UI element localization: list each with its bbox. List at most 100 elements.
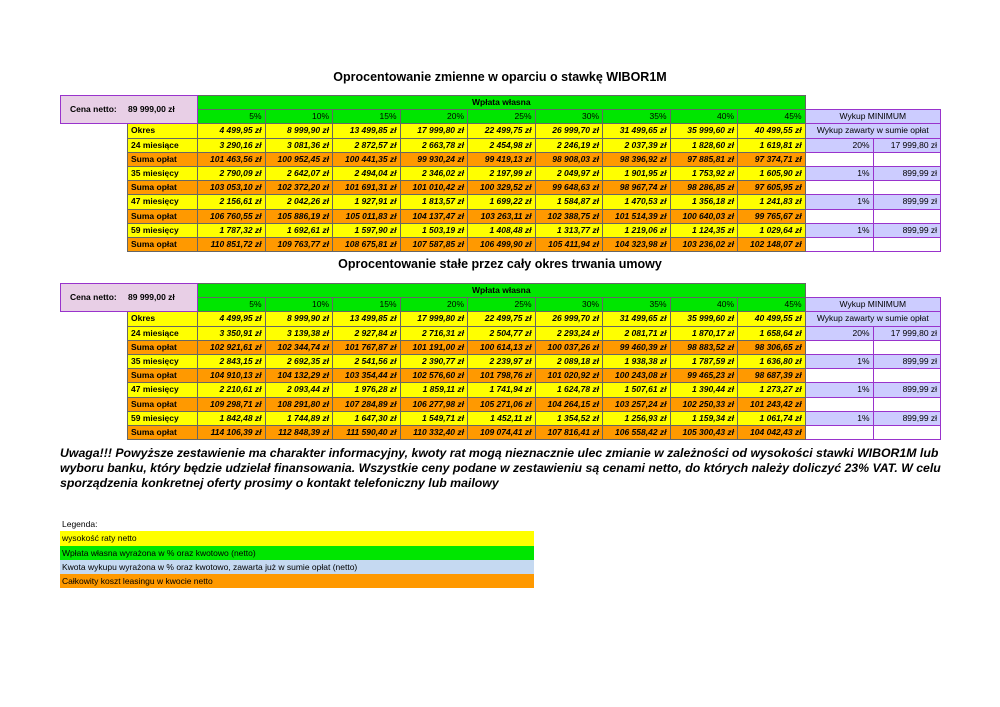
total-cost: 106 277,98 zł — [399, 396, 469, 412]
total-cost: 104 042,43 zł — [737, 424, 806, 441]
total-cost: 110 851,72 zł — [197, 236, 266, 253]
total-cost: 104 323,98 zł — [602, 236, 671, 253]
total-cost: 102 148,07 zł — [737, 236, 806, 253]
amount: 1 061,74 zł — [737, 410, 806, 426]
row-label: Suma opłat — [126, 396, 199, 412]
legend-item: Kwota wykupu wyrażona w % oraz kwotowo, … — [60, 559, 534, 575]
total-cost: 106 760,55 zł — [197, 208, 266, 224]
percent: 5% — [197, 109, 266, 125]
amount: 2 210,61 zł — [197, 382, 266, 398]
blank — [61, 326, 128, 340]
total-cost: 102 576,60 zł — [399, 368, 469, 384]
blank — [61, 340, 128, 354]
amount: 13 499,85 zł — [332, 123, 401, 139]
total-cost: 101 691,31 zł — [332, 180, 401, 196]
data-row: Okres 4 499,95 zł 8 999,90 zł 13 499,85 zł 1… — [61, 311, 942, 327]
empty-cell — [804, 396, 874, 412]
amount: 22 499,75 zł — [467, 123, 536, 139]
row-label: Okres — [126, 311, 199, 327]
row-label: Okres — [126, 123, 199, 139]
total-cost: 102 250,33 zł — [669, 396, 739, 412]
buyout-percent: 1% — [804, 222, 874, 238]
amount: 26 999,70 zł — [534, 123, 604, 139]
amount: 2 089,18 zł — [534, 353, 604, 370]
amount: 1 938,38 zł — [602, 353, 671, 370]
amount: 1 647,30 zł — [332, 410, 401, 426]
buyout-amount: 899,99 zł — [872, 165, 942, 182]
total-cost: 98 286,85 zł — [669, 180, 739, 196]
amount: 1 159,34 zł — [669, 410, 739, 426]
total-cost: 112 848,39 zł — [264, 424, 334, 441]
amount: 2 246,19 zł — [534, 137, 604, 153]
row-label: 24 miesiące — [126, 137, 199, 153]
price-cell: Cena netto: 89 999,00 zł — [59, 282, 199, 313]
row-label: 35 miesięcy — [126, 165, 199, 182]
amount: 2 239,97 zł — [467, 353, 536, 370]
row-label: Suma opłat — [126, 151, 199, 167]
price-value: 89 999,00 zł — [128, 104, 175, 115]
blank — [61, 237, 128, 251]
rate-table: Cena netto: 89 999,00 zł Wpłata własna 5% 10… — [59, 282, 942, 441]
percent: 20% — [399, 297, 469, 313]
total-cost: 106 558,42 zł — [602, 424, 671, 441]
data-row: 24 miesiące 3 290,16 zł 3 081,36 zł 2 872,5… — [61, 137, 942, 153]
row-label: Suma opłat — [126, 208, 199, 224]
row-label: Suma opłat — [126, 180, 199, 196]
percent: 30% — [534, 109, 604, 125]
data-row: 59 miesięcy 1 842,48 zł 1 744,89 zł 1 647,3… — [61, 410, 942, 426]
amount: 1 124,35 zł — [669, 222, 739, 238]
total-cost: 101 243,42 zł — [737, 396, 806, 412]
amount: 17 999,80 zł — [399, 123, 469, 139]
total-cost: 98 883,52 zł — [669, 339, 739, 355]
total-cost: 109 074,41 zł — [467, 424, 536, 441]
data-row: 47 miesięcy 2 210,61 zł 2 093,44 zł 1 976,2… — [61, 382, 942, 398]
total-cost: 111 590,40 zł — [332, 424, 401, 441]
total-cost: 98 687,39 zł — [737, 368, 806, 384]
amount: 2 049,97 zł — [534, 165, 604, 182]
row-label: 47 miesięcy — [126, 382, 199, 398]
blank — [61, 383, 128, 397]
amount: 4 499,95 zł — [197, 311, 266, 327]
amount: 1 741,94 zł — [467, 382, 536, 398]
total-cost: 98 967,74 zł — [602, 180, 671, 196]
empty-cell — [872, 339, 942, 355]
total-cost: 99 465,23 zł — [669, 368, 739, 384]
amount: 1 753,92 zł — [669, 165, 739, 182]
buyout-note: Wykup zawarty w sumie opłat — [804, 123, 942, 139]
amount: 1 901,95 zł — [602, 165, 671, 182]
amount: 4 499,95 zł — [197, 123, 266, 139]
total-cost: 97 605,95 zł — [737, 180, 806, 196]
amount: 2 346,02 zł — [399, 165, 469, 182]
down-payment-header: Wpłata własna — [197, 282, 806, 299]
buyout-amount: 899,99 zł — [872, 194, 942, 210]
amount: 2 642,07 zł — [264, 165, 334, 182]
buyout-note: Wykup zawarty w sumie opłat — [804, 311, 942, 327]
total-cost: 97 374,71 zł — [737, 151, 806, 167]
row-label: Suma opłat — [126, 424, 199, 441]
percent: 15% — [332, 109, 401, 125]
empty-cell — [804, 368, 874, 384]
amount: 1 241,83 zł — [737, 194, 806, 210]
total-cost: 109 763,77 zł — [264, 236, 334, 253]
amount: 1 658,64 zł — [737, 325, 806, 341]
percent: 10% — [264, 109, 334, 125]
buyout-amount: 899,99 zł — [872, 410, 942, 426]
amount: 2 716,31 zł — [399, 325, 469, 341]
amount: 2 504,77 zł — [467, 325, 536, 341]
total-cost: 100 640,03 zł — [669, 208, 739, 224]
total-cost: 100 952,45 zł — [264, 151, 334, 167]
data-row: 47 miesięcy 2 156,61 zł 2 042,26 zł 1 927,9… — [61, 194, 942, 210]
total-cost: 99 460,39 zł — [602, 339, 671, 355]
empty-cell — [804, 180, 874, 196]
amount: 1 976,28 zł — [332, 382, 401, 398]
empty-cell — [804, 424, 874, 441]
buyout-percent: 1% — [804, 382, 874, 398]
total-cost: 114 106,39 zł — [197, 424, 266, 441]
amount: 1 624,78 zł — [534, 382, 604, 398]
blank — [61, 425, 128, 439]
empty-cell — [804, 339, 874, 355]
amount: 1 692,61 zł — [264, 222, 334, 238]
total-cost: 99 648,63 zł — [534, 180, 604, 196]
amount: 2 081,71 zł — [602, 325, 671, 341]
total-cost: 100 441,35 zł — [332, 151, 401, 167]
